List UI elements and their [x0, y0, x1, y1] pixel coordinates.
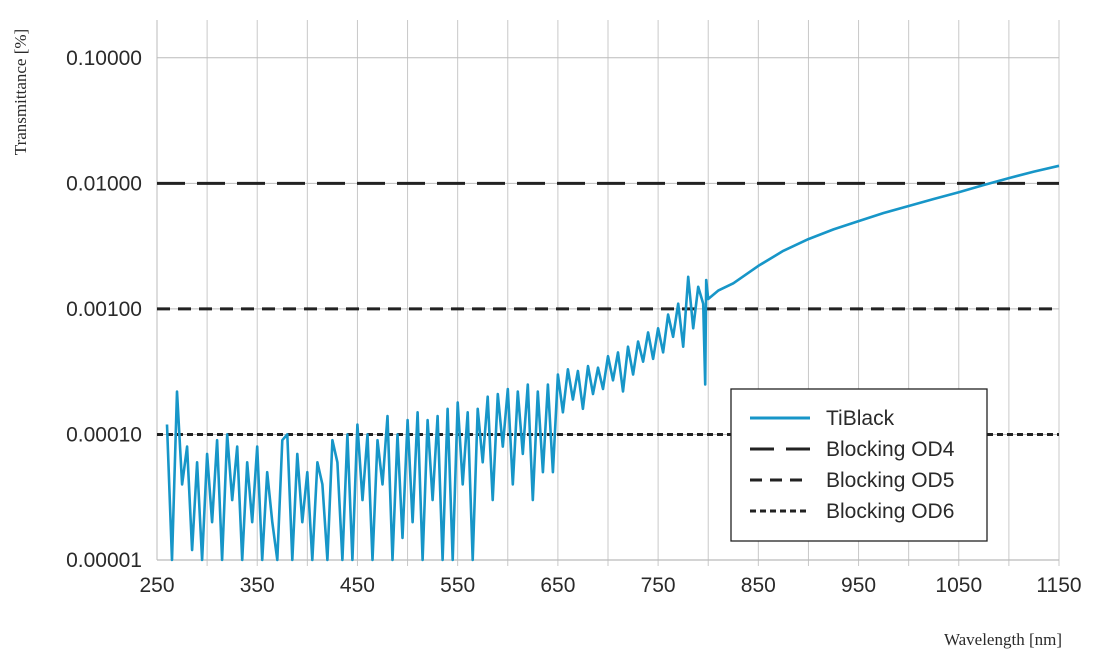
x-tick-label: 1050 [935, 574, 982, 597]
y-tick-labels: 0.00001 0.00010 0.00100 0.01000 0.10000 [66, 47, 142, 572]
x-tick-label: 1150 [1036, 574, 1081, 597]
y-tick-label: 0.00100 [66, 298, 142, 321]
legend: TiBlack Blocking OD4 Blocking OD5 Blocki… [730, 388, 988, 542]
x-tick-labels: 250 350 450 550 650 750 850 950 1050 1150 [139, 574, 1081, 597]
legend-label-tiblack: TiBlack [826, 407, 895, 430]
y-tick-label: 0.01000 [66, 172, 142, 195]
x-tick-label: 250 [139, 574, 174, 597]
x-tick-label: 350 [240, 574, 275, 597]
legend-label-od5: Blocking OD5 [826, 469, 954, 492]
x-tick-label: 450 [340, 574, 375, 597]
x-tick-label: 550 [440, 574, 475, 597]
y-tick-label: 0.00001 [66, 549, 142, 572]
x-tick-label: 950 [841, 574, 876, 597]
legend-box [730, 388, 988, 542]
series-line-tiblack [165, 164, 1060, 562]
legend-label-od6: Blocking OD6 [826, 500, 954, 523]
x-tick-label: 750 [641, 574, 676, 597]
y-tick-label: 0.00010 [66, 423, 142, 446]
y-axis-label: Transmittance [%] [11, 29, 30, 155]
x-axis-label: Wavelength [nm] [944, 630, 1062, 649]
x-tick-label: 850 [741, 574, 776, 597]
y-tick-label: 0.10000 [66, 47, 142, 70]
x-tick-label: 650 [540, 574, 575, 597]
legend-label-od4: Blocking OD4 [826, 438, 955, 461]
